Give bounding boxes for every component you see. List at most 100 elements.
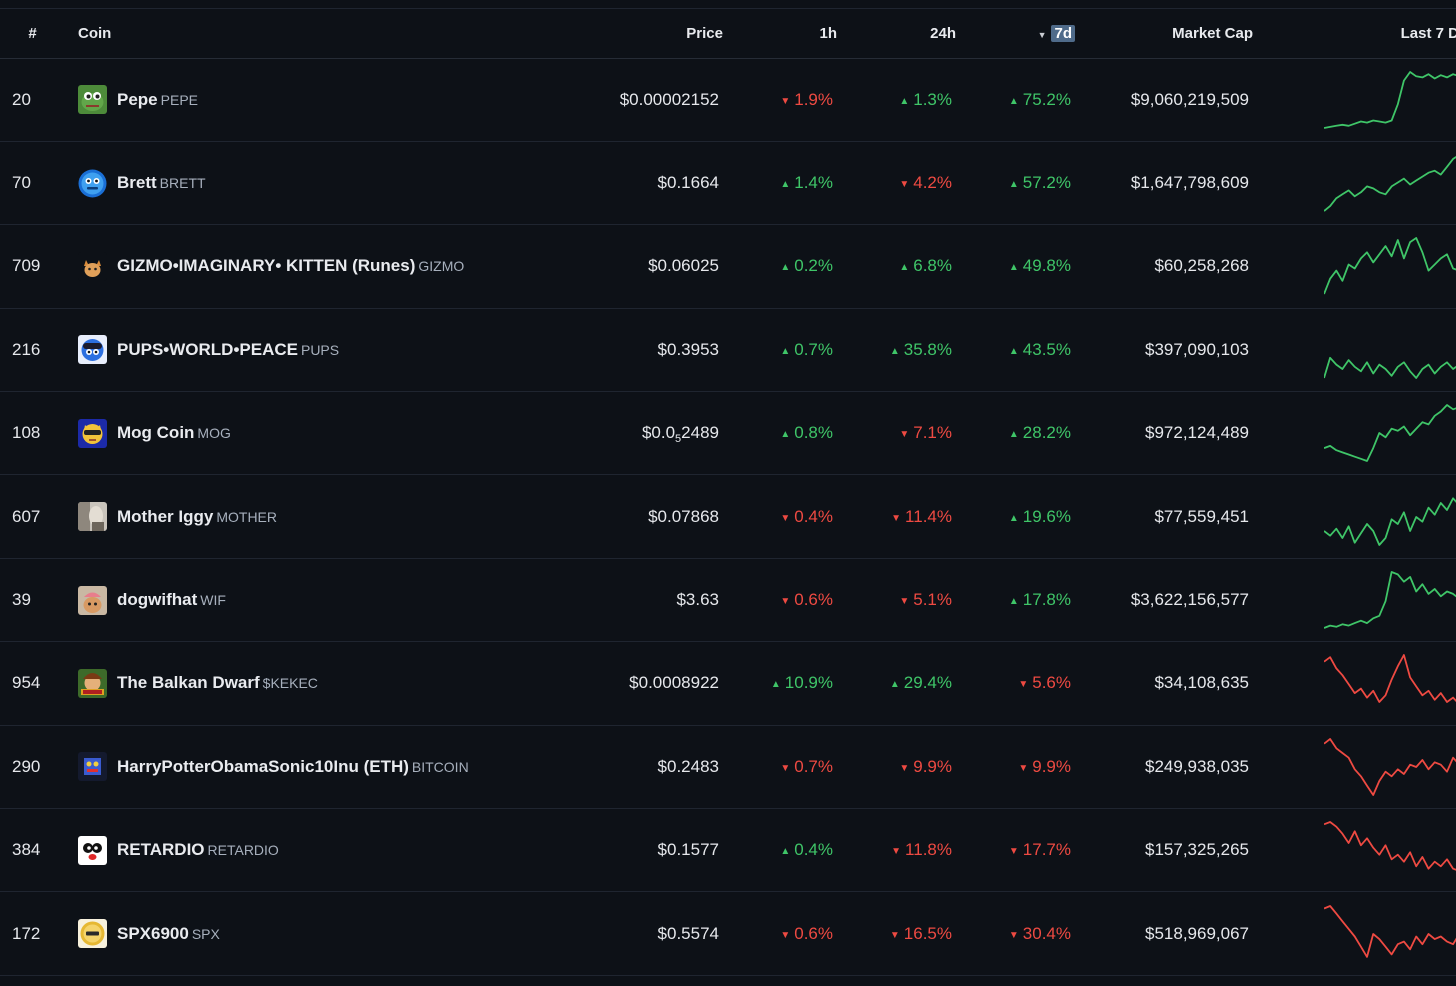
change-1h-cell: ▼ 0.6%: [727, 558, 841, 641]
change-value: ▼ 1.9%: [780, 89, 833, 109]
coin-cell[interactable]: Brett BRETT: [66, 141, 578, 224]
header-7d[interactable]: ▼ 7d: [960, 9, 1079, 58]
change-7d-cell: ▼ 9.9%: [960, 725, 1079, 808]
coin-symbol: MOTHER: [216, 508, 278, 525]
triangle-down-icon: ▼: [780, 762, 791, 774]
table-row[interactable]: 216 PUPS•WORLD•PEACE PUPS $0.3953 ▲ 0.7% ▲ 35.8…: [0, 308, 1456, 392]
change-24h-cell: ▲ 35.8%: [841, 308, 960, 391]
table-row[interactable]: 172 SPX6900 SPX $0.5574 ▼ 0.6% ▼ 16.5% ▼ 30.4% $51…: [0, 892, 1456, 976]
table-row[interactable]: 108 Mog Coin MOG $0.052489 ▲ 0.8% ▼ 7.1% ▲ 28.2% $…: [0, 392, 1456, 475]
coin-link[interactable]: Brett BRETT: [117, 173, 206, 193]
sparkline-7d: [1257, 308, 1456, 391]
change-value: ▲ 19.6%: [1008, 506, 1071, 526]
coin-symbol: RETARDIO: [207, 842, 279, 859]
price-cell: $0.5574: [657, 923, 719, 943]
coin-link[interactable]: Mother Iggy MOTHER: [117, 507, 277, 527]
coin-link[interactable]: Pepe PEPE: [117, 90, 198, 110]
coin-name: Pepe: [117, 89, 158, 109]
coin-link[interactable]: PUPS•WORLD•PEACE PUPS: [117, 340, 339, 360]
price-cell: $0.052489: [641, 423, 719, 446]
coin-link[interactable]: SPX6900 SPX: [117, 924, 220, 944]
change-value: ▲ 43.5%: [1008, 339, 1071, 359]
header-1h[interactable]: 1h: [819, 24, 837, 42]
coin-link[interactable]: GIZMO•IMAGINARY• KITTEN (Runes) GIZMO: [117, 256, 464, 276]
rank-cell: 39: [12, 590, 31, 610]
change-value: ▼ 30.4%: [1008, 923, 1071, 943]
coin-name: RETARDIO: [117, 840, 205, 860]
coin-cell[interactable]: dogwifhat WIF: [66, 558, 578, 641]
triangle-up-icon: ▲: [1008, 179, 1019, 191]
retardio-face-icon: [78, 835, 107, 865]
price-cell: $0.1664: [657, 173, 719, 193]
table-row[interactable]: 709 GIZMO•IMAGINARY• KITTEN (Runes) GIZMO $…: [0, 225, 1456, 309]
triangle-up-icon: ▲: [899, 262, 910, 274]
triangle-up-icon: ▲: [770, 679, 781, 691]
sparkline-7d: [1257, 725, 1456, 808]
change-value: ▼ 9.9%: [899, 756, 952, 776]
change-1h-cell: ▲ 10.9%: [727, 642, 841, 725]
header-price[interactable]: Price: [686, 24, 723, 42]
rank-cell: 290: [12, 756, 41, 776]
sort-descending-icon: ▼: [1037, 29, 1047, 40]
coin-name: dogwifhat: [117, 590, 198, 610]
table-row[interactable]: 70 Brett BRETT $0.1664 ▲ 1.4% ▼ 4.2% ▲ 57.2% $1,64…: [0, 141, 1456, 225]
coin-cell[interactable]: RETARDIO RETARDIO: [66, 809, 578, 892]
triangle-down-icon: ▼: [891, 512, 902, 524]
change-value: ▲ 28.2%: [1008, 423, 1071, 443]
market-cap-cell: $972,124,489: [1145, 423, 1249, 443]
table-row[interactable]: 39 dogwifhat WIF $3.63 ▼ 0.6% ▼ 5.1% ▲ 17.8% $3,62…: [0, 558, 1456, 642]
change-value: ▲ 1.3%: [899, 89, 952, 109]
change-1h-cell: ▼ 1.9%: [727, 58, 841, 141]
coin-cell[interactable]: The Balkan Dwarf $KEKEC: [66, 642, 578, 725]
coin-symbol: BITCOIN: [411, 758, 469, 775]
rank-cell: 172: [12, 923, 41, 943]
table-row[interactable]: 607 Mother Iggy MOTHER $0.07868 ▼ 0.4% ▼ 11.4% ▲…: [0, 475, 1456, 559]
coin-cell[interactable]: Mog Coin MOG: [66, 392, 578, 475]
table-row[interactable]: 384 RETARDIO RETARDIO $0.1577 ▲ 0.4% ▼ 11.8% ▼ 17…: [0, 809, 1456, 892]
header-coin[interactable]: Coin: [66, 9, 578, 58]
table-row[interactable]: 20 Pepe PEPE $0.00002152 ▼ 1.9% ▲ 1.3% ▲ 75.2% $9,…: [0, 58, 1456, 142]
header-rank[interactable]: #: [28, 24, 37, 42]
coin-link[interactable]: Mog Coin MOG: [117, 423, 231, 443]
change-24h-cell: ▼ 16.5%: [841, 892, 960, 975]
coin-symbol: PEPE: [160, 91, 198, 108]
table-row[interactable]: 290 HarryPotterObamaSonic10Inu (ETH) BITCO…: [0, 725, 1456, 809]
change-value: ▼ 11.8%: [891, 840, 952, 860]
triangle-down-icon: ▼: [780, 596, 791, 608]
triangle-up-icon: ▲: [899, 95, 910, 107]
change-value: ▲ 0.7%: [780, 339, 833, 359]
triangle-down-icon: ▼: [1018, 679, 1029, 691]
coin-link[interactable]: The Balkan Dwarf $KEKEC: [117, 673, 318, 693]
coin-cell[interactable]: Pepe PEPE: [66, 58, 578, 141]
coin-symbol: SPX: [191, 925, 220, 942]
coin-link[interactable]: RETARDIO RETARDIO: [117, 840, 279, 860]
triangle-up-icon: ▲: [1008, 429, 1019, 441]
change-value: ▼ 7.1%: [899, 423, 952, 443]
coin-cell[interactable]: HarryPotterObamaSonic10Inu (ETH) BITCOIN: [66, 725, 578, 808]
triangle-down-icon: ▼: [780, 512, 791, 524]
rank-cell: 709: [12, 256, 41, 276]
rank-cell: 954: [12, 673, 41, 693]
change-1h-cell: ▲ 1.4%: [727, 141, 841, 224]
coin-cell[interactable]: GIZMO•IMAGINARY• KITTEN (Runes) GIZMO: [66, 225, 578, 308]
sparkline-7d: [1257, 558, 1456, 641]
coin-link[interactable]: HarryPotterObamaSonic10Inu (ETH) BITCOIN: [117, 757, 469, 777]
table-row[interactable]: 954 The Balkan Dwarf $KEKEC $0.0008922 ▲ 10.9…: [0, 642, 1456, 726]
coin-link[interactable]: dogwifhat WIF: [117, 590, 226, 610]
coin-cell[interactable]: SPX6900 SPX: [66, 892, 578, 975]
change-value: ▼ 5.6%: [1018, 673, 1071, 693]
change-1h-cell: ▼ 0.4%: [727, 475, 841, 558]
coin-symbol: $KEKEC: [262, 675, 318, 692]
sparkline-7d: [1257, 58, 1456, 141]
header-market-cap[interactable]: Market Cap: [1172, 24, 1253, 42]
coin-cell[interactable]: Mother Iggy MOTHER: [66, 475, 578, 558]
coin-cell[interactable]: PUPS•WORLD•PEACE PUPS: [66, 308, 578, 391]
change-7d-cell: ▲ 28.2%: [960, 392, 1079, 475]
coin-name: SPX6900: [117, 923, 189, 943]
change-value: ▲ 35.8%: [889, 339, 952, 359]
header-24h[interactable]: 24h: [930, 24, 956, 42]
price-cell: $0.3953: [657, 339, 719, 359]
header-last-7-days: Last 7 Days: [1400, 24, 1456, 42]
price-cell: $0.0008922: [629, 673, 719, 693]
price-subscript-zeros: 5: [675, 433, 682, 446]
